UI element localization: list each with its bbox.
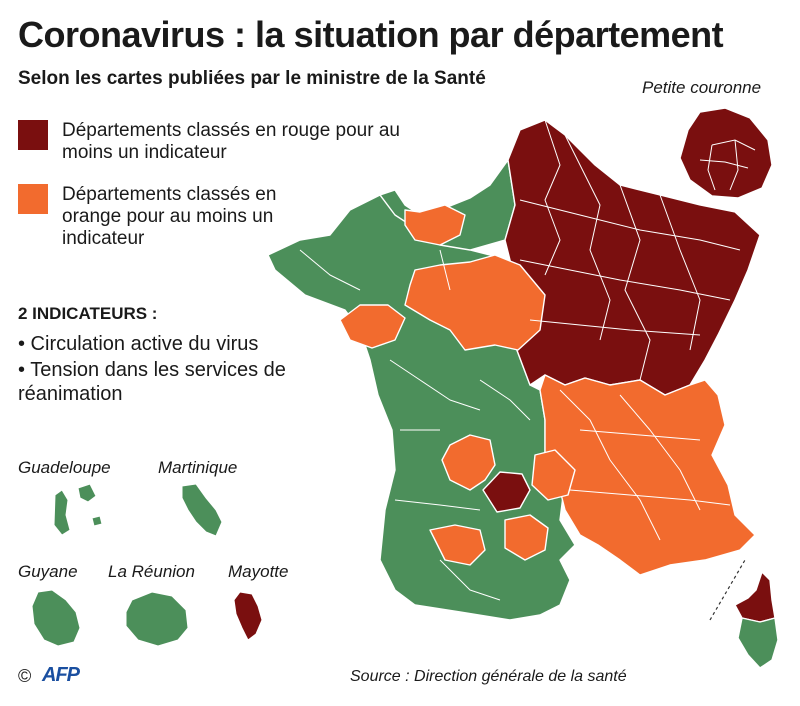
red-swatch [18, 120, 48, 150]
corsica-south [737, 617, 779, 669]
legend-red: Départements classés en rouge pour au mo… [18, 120, 402, 164]
indicator-item-1: • Circulation active du virus [18, 333, 259, 355]
guadeloupe-shape [53, 483, 103, 536]
orange-south-2 [504, 514, 549, 561]
copyright-symbol: © [18, 666, 32, 686]
reunion-shape [125, 591, 189, 647]
afp-logo: AFP [42, 664, 80, 686]
orange-south-1 [429, 524, 486, 566]
legend-orange-label: Départements classés en orange pour au m… [62, 184, 277, 249]
overseas-territories [31, 483, 263, 647]
page-title: Coronavirus : la situation par départeme… [18, 14, 724, 55]
page-subtitle: Selon les cartes publiées par le ministr… [18, 68, 486, 89]
red-center [482, 471, 531, 513]
department-borders [299, 119, 741, 601]
petite-couronne-map [679, 107, 773, 199]
orange-swatch [18, 184, 48, 214]
mayotte-shape [233, 591, 263, 641]
label-guadeloupe: Guadeloupe [18, 458, 111, 477]
orange-loire-atlantique [339, 304, 406, 349]
guyane-shape [31, 589, 81, 647]
label-reunion: La Réunion [108, 562, 195, 581]
label-petite-couronne: Petite couronne [642, 78, 762, 97]
orange-massif [441, 434, 496, 491]
orange-central-east [531, 449, 576, 501]
orange-calvados [404, 204, 466, 246]
orange-centre-west [404, 254, 546, 351]
label-mayotte: Mayotte [228, 562, 289, 581]
indicators-title: 2 INDICATEURS : [18, 304, 158, 323]
indicator-item-2: • Tension dans les services de réanimati… [18, 359, 286, 405]
legend-orange: Départements classés en orange pour au m… [18, 184, 302, 250]
source-credit: Source : Direction générale de la santé [350, 668, 627, 685]
legend-red-label: Départements classés en rouge pour au mo… [62, 120, 400, 163]
martinique-shape [181, 483, 223, 537]
label-martinique: Martinique [158, 458, 238, 477]
label-guyane: Guyane [18, 562, 78, 581]
corsica-north [734, 571, 776, 623]
